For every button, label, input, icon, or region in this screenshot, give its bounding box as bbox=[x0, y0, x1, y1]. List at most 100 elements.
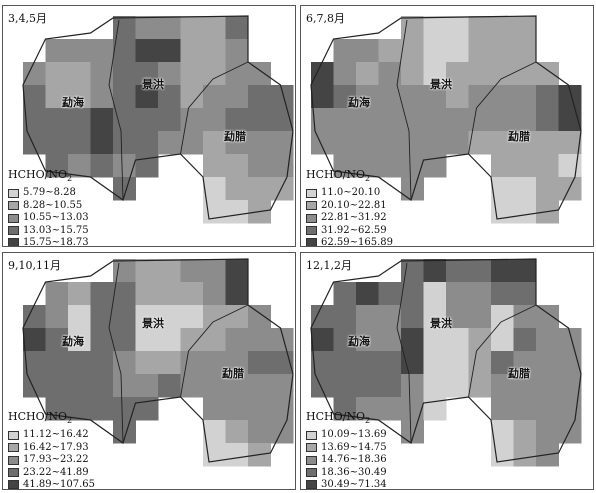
legend-item: 22.81~31.92 bbox=[306, 212, 393, 224]
grid-cell bbox=[491, 16, 514, 40]
grid-cell bbox=[158, 351, 181, 375]
grid-cell bbox=[401, 108, 424, 132]
legend-title: HCHO/NO2 bbox=[306, 168, 371, 184]
legend-item: 13.69~14.75 bbox=[306, 442, 387, 454]
grid-cell bbox=[90, 108, 114, 132]
grid-cell bbox=[23, 131, 46, 155]
grid-cell bbox=[135, 154, 159, 178]
grid-cell bbox=[356, 154, 379, 178]
grid-cell bbox=[536, 108, 559, 132]
grid-cell bbox=[468, 374, 492, 398]
grid-cell bbox=[446, 282, 469, 306]
grid-cell bbox=[333, 85, 357, 109]
grid-cell bbox=[468, 305, 492, 329]
grid-cell bbox=[158, 131, 181, 155]
grid-cell bbox=[23, 305, 46, 329]
grid-cell bbox=[513, 443, 537, 467]
grid-cell bbox=[225, 39, 249, 63]
grid-cell bbox=[203, 282, 226, 306]
grid-cell bbox=[90, 154, 114, 178]
grid-cell bbox=[513, 62, 537, 86]
grid-cell bbox=[356, 374, 379, 398]
grid-cell bbox=[491, 177, 514, 201]
grid-cell bbox=[311, 108, 334, 132]
legend: HCHO/NO2 5.79~8.28 8.28~10.55 10.55~13.03 1… bbox=[8, 169, 89, 246]
county-boundary bbox=[468, 304, 537, 398]
grid-cell bbox=[135, 62, 159, 86]
county-boundary bbox=[180, 304, 249, 398]
grid-cell bbox=[491, 62, 514, 86]
grid-cell bbox=[423, 16, 447, 40]
grid-cell bbox=[225, 443, 249, 467]
legend: HCHO/NO2 10.09~13.69 13.69~14.75 14.76~18.… bbox=[306, 411, 387, 490]
grid-cell bbox=[158, 374, 181, 398]
grid-cell bbox=[333, 328, 357, 352]
grid-cell bbox=[180, 39, 204, 63]
grid-cell bbox=[378, 108, 402, 132]
grid-cell bbox=[558, 374, 582, 398]
grid-cell bbox=[311, 62, 334, 86]
grid-cell bbox=[113, 282, 136, 306]
grid-cell bbox=[558, 85, 582, 109]
grid-cell bbox=[423, 351, 447, 375]
grid-cell bbox=[423, 154, 447, 178]
grid-cell bbox=[356, 39, 379, 63]
grid-cell bbox=[180, 62, 204, 86]
grid-cell bbox=[180, 328, 204, 352]
grid-cell bbox=[225, 62, 249, 86]
legend-label: 23.22~41.89 bbox=[23, 466, 89, 478]
grid-cell bbox=[356, 108, 379, 132]
grid-cell bbox=[45, 62, 69, 86]
legend-label: 41.89~107.65 bbox=[23, 478, 95, 490]
grid-cell bbox=[113, 420, 136, 444]
grid-cell bbox=[113, 177, 136, 201]
legend-label: 11.0~20.10 bbox=[321, 187, 381, 199]
grid-cell bbox=[270, 85, 294, 109]
grid-cell bbox=[401, 177, 424, 201]
grid-cell bbox=[513, 397, 537, 421]
grid-cell bbox=[491, 374, 514, 398]
grid-cell bbox=[203, 62, 226, 86]
grid-cell bbox=[68, 131, 91, 155]
grid-cell bbox=[423, 85, 447, 109]
grid-cell bbox=[68, 397, 91, 421]
grid-cell bbox=[225, 259, 249, 283]
legend-label: 30.49~71.34 bbox=[321, 478, 387, 490]
grid-cell bbox=[446, 374, 469, 398]
grid-cell bbox=[491, 39, 514, 63]
grid-cell bbox=[180, 108, 204, 132]
grid-cell bbox=[536, 177, 559, 201]
grid-cell bbox=[423, 131, 447, 155]
grid-cell bbox=[45, 39, 69, 63]
grid-cell bbox=[378, 282, 402, 306]
legend-label: 13.03~15.75 bbox=[23, 224, 89, 236]
legend-label: 18.36~30.49 bbox=[321, 466, 387, 478]
grid-cell bbox=[423, 108, 447, 132]
grid-cell bbox=[203, 420, 226, 444]
grid-cell bbox=[378, 154, 402, 178]
grid-cell bbox=[378, 62, 402, 86]
grid-cell bbox=[536, 305, 559, 329]
grid-cell bbox=[423, 328, 447, 352]
grid-cell bbox=[513, 374, 537, 398]
grid-cell bbox=[113, 108, 136, 132]
grid-cell bbox=[158, 328, 181, 352]
legend-swatch bbox=[8, 455, 19, 465]
grid-cell bbox=[135, 16, 159, 40]
legend-swatch bbox=[306, 213, 317, 223]
grid-cell bbox=[68, 154, 91, 178]
grid-cell bbox=[468, 259, 492, 283]
grid-cell bbox=[225, 305, 249, 329]
legend-label: 11.12~16.42 bbox=[23, 429, 89, 441]
grid-cell bbox=[491, 351, 514, 375]
grid-cell bbox=[513, 282, 537, 306]
grid-cell bbox=[113, 154, 136, 178]
grid-cell bbox=[180, 351, 204, 375]
grid-cells bbox=[23, 259, 294, 467]
grid-cell bbox=[491, 259, 514, 283]
grid-cell bbox=[356, 328, 379, 352]
season-label: 9,10,11月 bbox=[8, 259, 61, 272]
legend: HCHO/NO2 11.0~20.10 20.10~22.81 22.81~31.9… bbox=[306, 168, 393, 246]
grid-cell bbox=[356, 397, 379, 421]
county-boundary bbox=[108, 262, 124, 444]
